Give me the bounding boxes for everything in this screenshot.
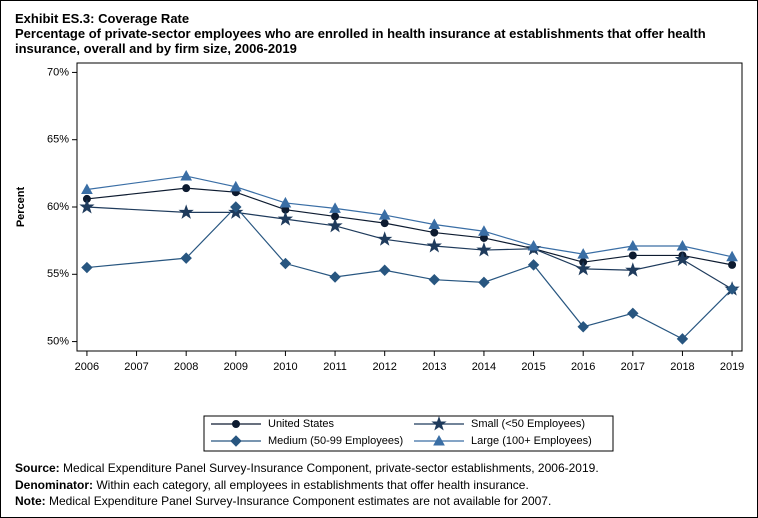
legend-marker [431, 415, 447, 431]
data-point [626, 239, 639, 251]
data-point [577, 248, 590, 259]
legend-marker [230, 435, 242, 447]
data-point [79, 198, 95, 214]
footnote-text: Medical Expenditure Panel Survey-Insuran… [49, 494, 552, 508]
data-point [527, 239, 540, 251]
x-tick-label: 2018 [670, 361, 694, 373]
data-point [279, 257, 292, 270]
footnote: Denominator: Within each category, all e… [15, 477, 745, 494]
data-point [476, 242, 492, 257]
data-point [728, 260, 737, 269]
x-tick-label: 2013 [422, 361, 446, 373]
data-point [182, 184, 191, 193]
data-point [577, 321, 589, 333]
data-point [625, 262, 641, 277]
header: Exhibit ES.3: Coverage Rate Percentage o… [15, 11, 735, 56]
data-point [428, 273, 441, 286]
data-point [380, 219, 389, 228]
chart-subtitle: Percentage of private-sector employees w… [15, 26, 706, 56]
chart-title: Exhibit ES.3: Coverage Rate [15, 11, 190, 26]
footnote-text: Medical Expenditure Panel Survey-Insuran… [63, 461, 599, 475]
data-point [430, 228, 439, 237]
y-tick-label: 50% [47, 335, 69, 347]
data-point [726, 283, 738, 295]
x-tick-label: 2011 [323, 361, 347, 373]
legend-label: Large (100+ Employees) [471, 435, 592, 447]
x-tick-label: 2016 [571, 361, 595, 373]
data-point [230, 201, 242, 213]
data-point [327, 217, 343, 233]
data-point [178, 204, 194, 219]
legend-label: Medium (50-99 Employees) [268, 435, 403, 447]
data-point [378, 209, 391, 220]
data-point [676, 239, 689, 251]
data-point [329, 202, 341, 213]
legend-label: United States [268, 418, 335, 430]
y-tick-label: 55% [47, 268, 69, 280]
data-point [377, 231, 393, 246]
data-point [428, 218, 441, 229]
x-tick-label: 2007 [124, 361, 148, 373]
legend-label: Small (<50 Employees) [471, 418, 585, 430]
x-tick-label: 2017 [621, 361, 645, 373]
data-point [329, 271, 341, 283]
x-tick-label: 2015 [521, 361, 545, 373]
x-tick-label: 2006 [75, 361, 99, 373]
y-tick-label: 65% [47, 134, 69, 146]
data-point [81, 261, 93, 274]
data-point [676, 333, 689, 345]
data-point [674, 251, 691, 266]
data-point [628, 251, 637, 260]
x-tick-label: 2010 [273, 361, 297, 373]
data-point [426, 238, 442, 253]
data-point [378, 264, 391, 276]
legend-box [203, 415, 614, 452]
data-point [478, 225, 490, 236]
legend-marker [433, 434, 445, 446]
y-tick-label: 60% [47, 201, 69, 213]
data-point [229, 180, 242, 192]
footnotes: Source: Medical Expenditure Panel Survey… [15, 460, 745, 510]
legend-marker [232, 420, 240, 428]
data-point [277, 211, 294, 226]
y-tick-label: 70% [47, 66, 69, 78]
x-tick-label: 2019 [720, 361, 744, 373]
footnote: Note: Medical Expenditure Panel Survey-I… [15, 493, 745, 510]
y-axis-label: Percent [15, 186, 27, 227]
footnote-label: Source: [15, 461, 60, 475]
data-point [279, 196, 292, 208]
footnote-label: Note: [15, 494, 46, 508]
data-point [81, 183, 93, 195]
footnote-text: Within each category, all employees in e… [96, 477, 529, 492]
data-point [527, 259, 540, 271]
footnote-label: Denominator: [15, 477, 93, 492]
data-point [180, 170, 193, 181]
x-tick-label: 2014 [472, 361, 496, 373]
data-point [180, 252, 192, 264]
data-point [726, 250, 738, 262]
data-point [627, 307, 639, 320]
plot-frame [76, 62, 743, 352]
footnote: Source: Medical Expenditure Panel Survey… [15, 460, 745, 477]
data-point [575, 260, 591, 276]
x-tick-label: 2008 [174, 361, 198, 373]
data-point [478, 276, 490, 289]
x-tick-label: 2009 [224, 361, 248, 373]
x-tick-label: 2012 [372, 361, 396, 373]
